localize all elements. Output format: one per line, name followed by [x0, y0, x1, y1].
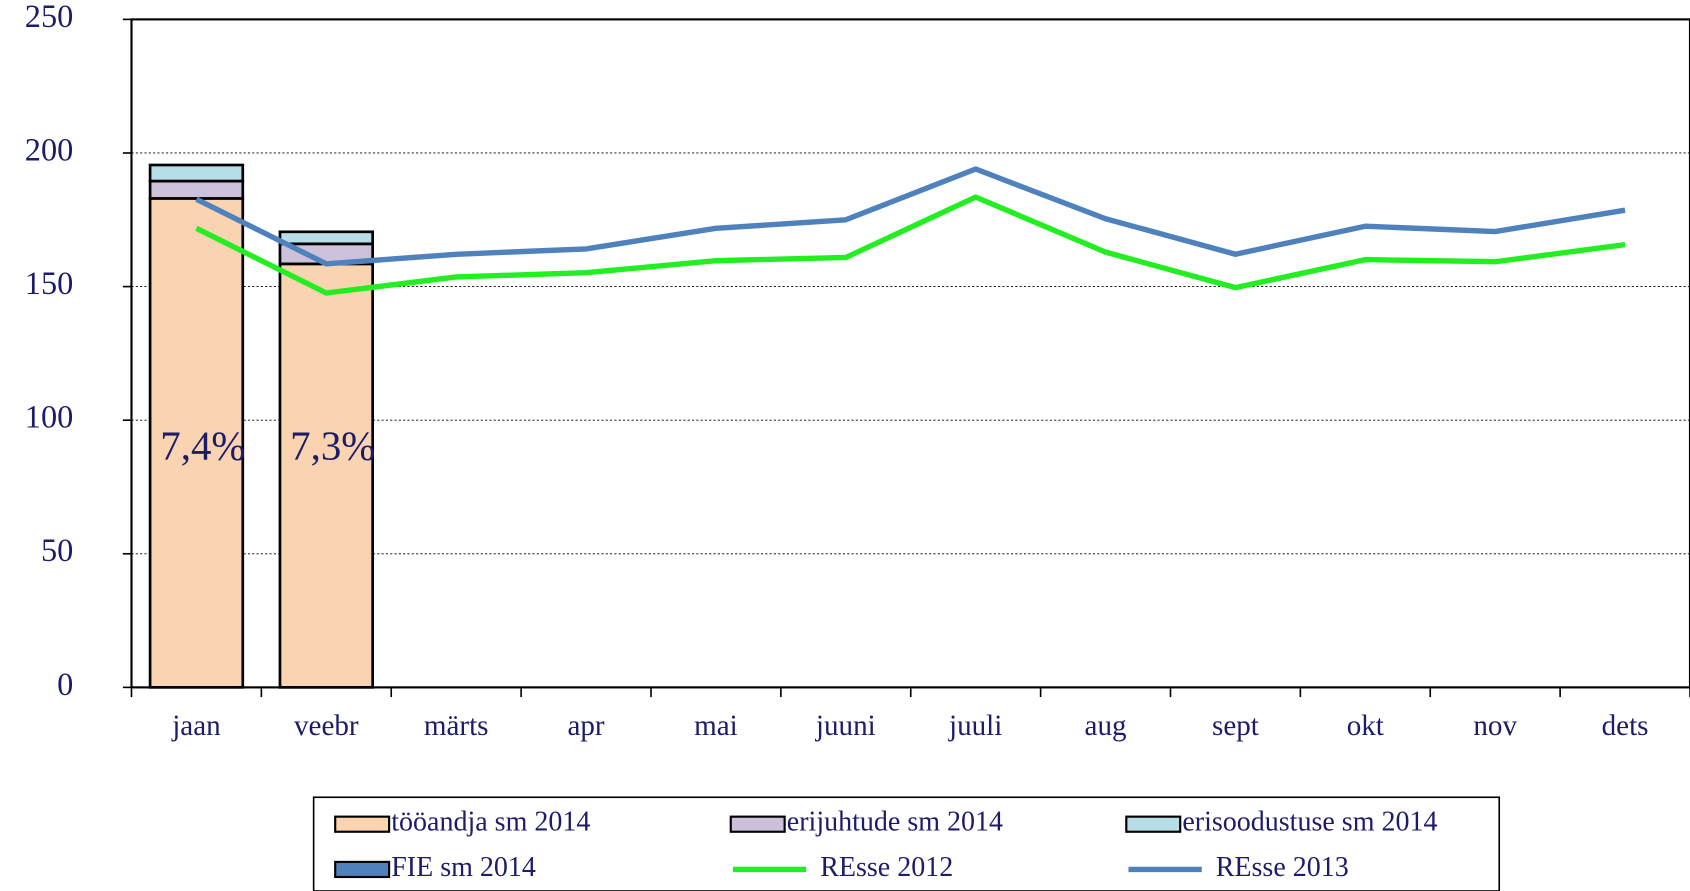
legend-swatch	[334, 860, 391, 879]
bar-segment	[278, 230, 374, 246]
y-tick-label: 200	[25, 131, 73, 167]
x-tick-label: jaan	[171, 710, 221, 742]
plot-frame	[130, 18, 1690, 689]
bar-segment	[278, 262, 374, 689]
legend-label: FIE sm 2014	[391, 852, 536, 883]
bar-segment	[148, 179, 245, 200]
y-tick-label: 100	[25, 399, 73, 435]
bar-segment	[148, 197, 245, 689]
x-tick-label: dets	[1602, 710, 1649, 742]
legend-label: REsse 2012	[820, 852, 953, 883]
line-series	[195, 166, 1626, 267]
legend-swatch	[334, 815, 391, 833]
x-tick-label: juuli	[948, 710, 1002, 742]
legend-label: tööandja sm 2014	[391, 807, 590, 838]
legend-label: erijuhtude sm 2014	[787, 807, 1003, 838]
x-tick-label: mai	[694, 710, 738, 742]
x-tick-label: juuni	[815, 710, 876, 742]
y-tick-label: 50	[41, 532, 73, 568]
legend-label: REsse 2013	[1216, 852, 1349, 883]
x-tick-label: veebr	[294, 710, 359, 742]
annotation: 7,4%	[160, 424, 245, 469]
x-tick-label: märts	[424, 710, 489, 742]
annotation: 7,3%	[290, 424, 375, 469]
x-tick-label: sept	[1212, 710, 1259, 742]
bar-segment	[148, 163, 245, 183]
line-series	[195, 194, 1626, 296]
x-tick-label: apr	[567, 710, 604, 742]
legend-label: erisoodustuse sm 2014	[1182, 807, 1437, 838]
x-tick-label: aug	[1085, 710, 1127, 742]
x-tick-label: okt	[1347, 710, 1384, 742]
y-tick-label: 150	[25, 265, 73, 301]
y-tick-label: 0	[57, 666, 73, 702]
y-tick-label: 250	[25, 0, 73, 34]
x-tick-label: nov	[1473, 710, 1517, 742]
legend-box	[312, 796, 1501, 891]
legend-swatch	[729, 815, 786, 833]
legend-swatch	[1125, 815, 1182, 833]
